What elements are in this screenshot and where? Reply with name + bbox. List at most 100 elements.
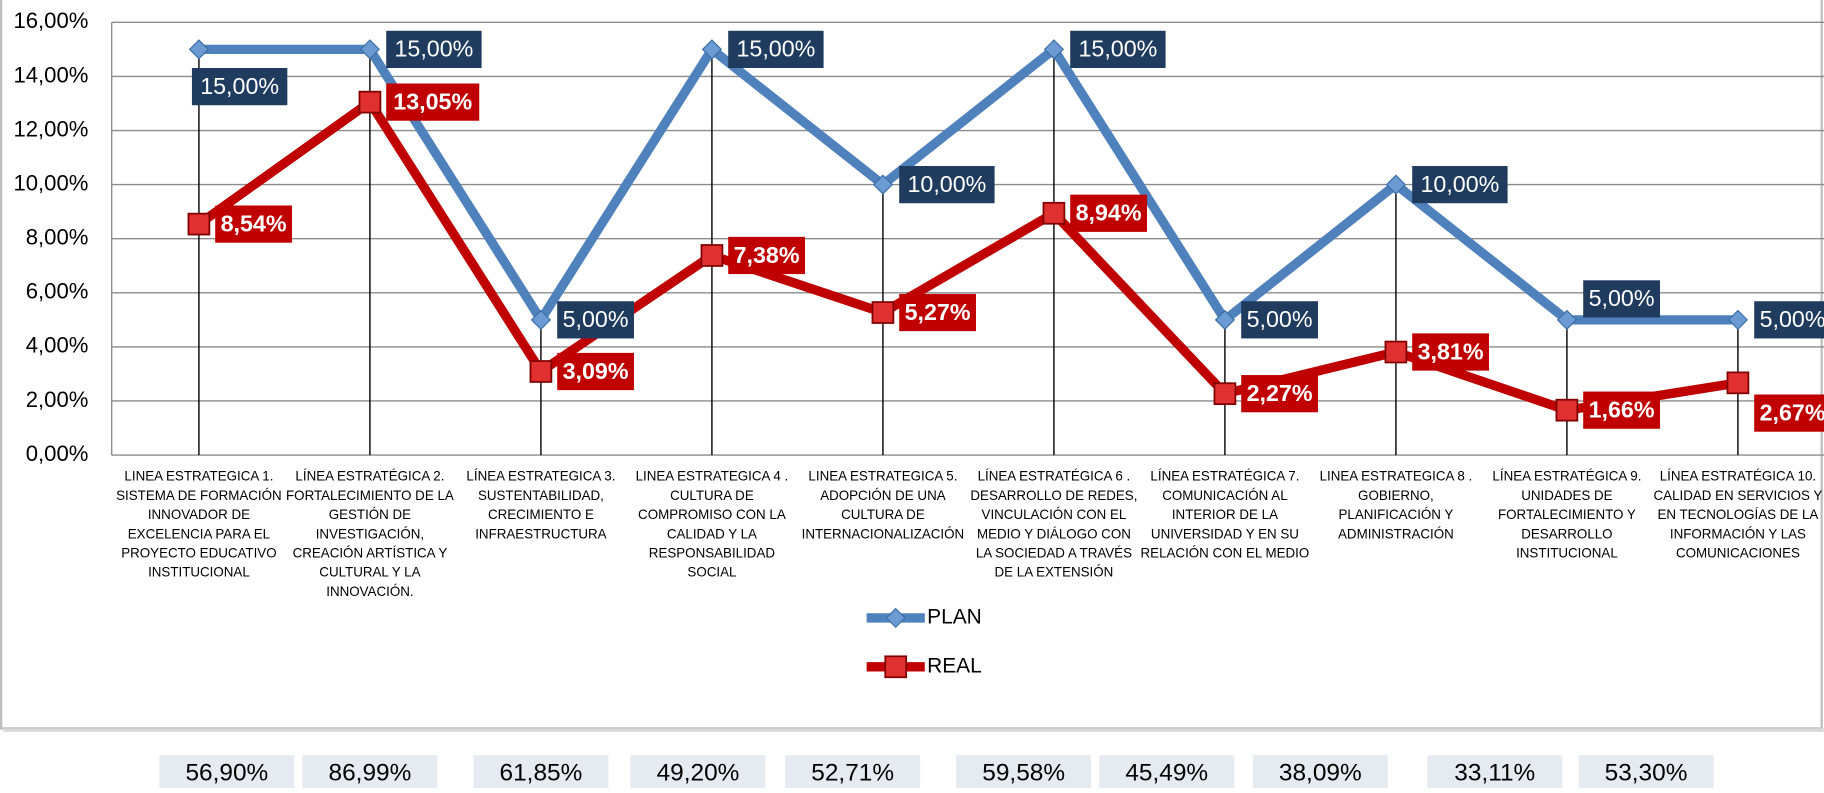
value-label-box	[557, 301, 634, 339]
y-tick-label: 2,00%	[26, 387, 89, 412]
marker	[701, 39, 723, 60]
footer-value: 49,20%	[657, 759, 740, 786]
marker	[187, 212, 211, 236]
series-line	[198, 42, 1738, 329]
value-label: 15,00%	[394, 36, 473, 62]
footer-value: 56,90%	[185, 759, 268, 786]
value-label-box	[1241, 301, 1318, 339]
footer-value: 33,11%	[1454, 759, 1535, 786]
x-tick-label: LÍNEA ESTRATÉGICA 9.	[1492, 469, 1641, 484]
footer-value: 59,58%	[982, 759, 1065, 786]
y-tick-label: 10,00%	[13, 170, 88, 195]
marker	[1043, 39, 1065, 60]
value-label: 3,09%	[563, 358, 629, 384]
marker	[700, 244, 724, 267]
footer-box	[630, 755, 766, 791]
x-tick-label: SISTEMA DE FORMACIÓN	[116, 488, 282, 503]
x-tick-label: LÍNEA ESTRATÉGICA 10.	[1660, 469, 1816, 484]
y-tick-label: 12,00%	[13, 116, 88, 141]
x-tick-label: EXCELENCIA PARA EL	[128, 526, 270, 541]
value-label: 10,00%	[1420, 171, 1499, 197]
value-label-box	[386, 83, 480, 121]
x-tick-label: COMPROMISO CON LA	[638, 507, 786, 522]
x-tick-label: SOCIAL	[687, 565, 736, 580]
x-tick-label: INTERIOR DE LA	[1172, 507, 1278, 522]
x-tick-label: VINCULACIÓN CON EL	[982, 507, 1127, 522]
x-tick-label: RELACIÓN CON EL MEDIO	[1141, 545, 1310, 560]
marker	[359, 39, 381, 60]
x-tick-label: LA SOCIEDAD A TRAVÉS	[976, 545, 1132, 560]
value-label: 8,94%	[1076, 200, 1142, 226]
x-tick-label: CULTURAL Y LA	[319, 565, 420, 580]
value-label: 3,81%	[1418, 338, 1484, 364]
x-tick-label: DESARROLLO DE REDES,	[970, 488, 1137, 503]
value-label-box	[1754, 394, 1824, 432]
x-tick-label: INTERNACIONALIZACIÓN	[802, 526, 965, 541]
value-label: 15,00%	[1078, 36, 1157, 62]
footer-value: 38,09%	[1279, 759, 1362, 786]
value-label: 5,27%	[905, 299, 971, 325]
value-label: 8,54%	[221, 210, 287, 236]
value-label: 1,66%	[1589, 396, 1655, 422]
x-tick-label: MEDIO Y DIÁLOGO CON	[977, 526, 1131, 541]
y-tick-label: 6,00%	[26, 279, 89, 304]
footer-box	[302, 755, 438, 791]
x-tick-label: CRECIMIENTO E	[488, 507, 594, 522]
value-label: 13,05%	[393, 88, 472, 114]
y-tick-label: 14,00%	[13, 62, 88, 87]
marker	[1726, 371, 1750, 395]
y-tick-label: 8,00%	[26, 225, 89, 250]
x-tick-label: COMUNICACIÓN AL	[1162, 488, 1287, 503]
footer-box	[785, 755, 921, 791]
x-tick-label: UNIVERSIDAD Y EN SU	[1151, 526, 1299, 541]
footer-box	[956, 755, 1092, 791]
value-label: 15,00%	[736, 36, 815, 62]
x-tick-label: CULTURA DE	[670, 488, 754, 503]
value-label: 15,00%	[200, 73, 279, 99]
footer-value: 45,49%	[1125, 759, 1208, 786]
marker	[871, 301, 895, 324]
value-label-box	[557, 352, 634, 391]
marker	[1556, 309, 1578, 330]
value-label-box	[1070, 194, 1147, 232]
footer-box	[159, 755, 295, 791]
value-label: 5,00%	[1247, 306, 1313, 332]
marker	[358, 90, 382, 114]
x-tick-label: INVESTIGACIÓN,	[316, 526, 424, 541]
x-tick-label: CALIDAD EN SERVICIOS Y	[1654, 488, 1823, 503]
x-tick-label: GOBIERNO,	[1358, 488, 1434, 503]
value-label-box	[1070, 30, 1166, 68]
chart-frame	[0, 0, 1823, 730]
x-tick-label: CALIDAD Y LA	[667, 526, 757, 541]
x-tick-label: LÍNEA ESTRATÉGICA 7.	[1150, 469, 1299, 484]
x-tick-label: FORTALECIMIENTO DE LA	[286, 488, 454, 503]
x-tick-label: LÍNEA ESTRATÉGICA 2.	[295, 469, 444, 484]
x-tick-label: GESTIÓN DE	[329, 507, 411, 522]
value-label: 5,00%	[563, 306, 629, 332]
value-label: 5,00%	[1760, 306, 1824, 332]
x-tick-label: LINEA ESTRATEGICA 5.	[808, 469, 957, 484]
legend-marker	[884, 655, 908, 679]
value-label: 5,00%	[1589, 285, 1655, 311]
legend-label: PLAN	[927, 605, 982, 628]
marker	[529, 360, 553, 383]
x-tick-label: LÍNEA ESTRATEGICA 3.	[466, 469, 615, 484]
footer-box	[1252, 755, 1388, 791]
marker	[188, 39, 210, 60]
value-label: 7,38%	[734, 242, 800, 268]
y-tick-label: 4,00%	[26, 333, 89, 358]
x-tick-label: CULTURA DE	[841, 507, 925, 522]
marker	[1384, 340, 1408, 364]
footer-box	[473, 755, 609, 791]
value-label-box	[1412, 166, 1508, 204]
x-tick-label: INNOVADOR DE	[148, 507, 250, 522]
value-label-box	[1583, 391, 1660, 429]
x-tick-label: INNOVACIÓN.	[326, 584, 413, 599]
x-tick-label: LÍNEA ESTRATÉGICA 6 .	[978, 469, 1131, 484]
value-label-box	[215, 205, 292, 243]
x-tick-label: PROYECTO EDUCATIVO	[121, 545, 276, 560]
footer-box	[1427, 755, 1563, 791]
value-label-box	[728, 236, 805, 275]
y-tick-label: 0,00%	[26, 441, 89, 466]
